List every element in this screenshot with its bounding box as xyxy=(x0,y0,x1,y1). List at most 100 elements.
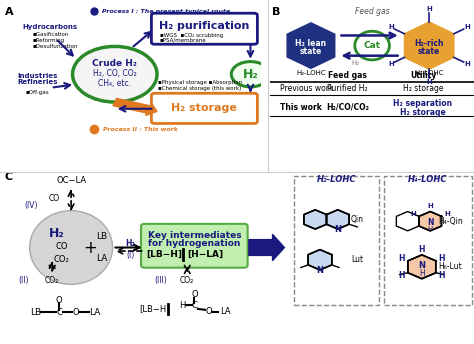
Text: H₂ storage: H₂ storage xyxy=(403,84,443,93)
Text: H: H xyxy=(464,61,470,67)
Text: C: C xyxy=(191,301,197,310)
Text: state: state xyxy=(300,47,322,56)
Circle shape xyxy=(73,46,157,102)
Text: H₂, CO, CO₂: H₂, CO, CO₂ xyxy=(93,69,137,78)
Text: LB: LB xyxy=(30,308,41,317)
Text: O: O xyxy=(73,308,79,317)
Text: H: H xyxy=(426,79,432,85)
Text: H₂ separation: H₂ separation xyxy=(393,99,453,108)
Text: [LB−H]: [LB−H] xyxy=(147,250,182,259)
Text: LA: LA xyxy=(89,308,100,317)
Text: (III): (III) xyxy=(155,276,167,285)
Text: H: H xyxy=(399,271,405,280)
Text: CH₄, etc.: CH₄, etc. xyxy=(98,79,131,88)
Text: H: H xyxy=(445,211,451,217)
Text: H₆-Lut: H₆-Lut xyxy=(438,262,462,271)
Text: [H−LA]: [H−LA] xyxy=(187,250,223,259)
Text: state: state xyxy=(418,47,440,56)
Text: H₂: H₂ xyxy=(126,239,135,248)
Text: [LB−H]: [LB−H] xyxy=(139,304,169,313)
Text: H: H xyxy=(439,271,445,280)
Text: O: O xyxy=(56,295,63,305)
Text: Process II : This work: Process II : This work xyxy=(103,127,178,131)
FancyBboxPatch shape xyxy=(141,224,247,268)
Text: N: N xyxy=(334,225,341,235)
Circle shape xyxy=(231,62,270,87)
Text: (II): (II) xyxy=(18,276,29,285)
Text: H: H xyxy=(464,24,470,31)
Text: H₂: H₂ xyxy=(243,68,258,81)
FancyArrow shape xyxy=(249,234,284,261)
Polygon shape xyxy=(408,255,436,279)
Text: LB: LB xyxy=(96,233,108,241)
Text: H₂ lean: H₂ lean xyxy=(295,39,327,47)
Text: H₂: H₂ xyxy=(49,227,65,240)
Text: Key intermediates: Key intermediates xyxy=(147,231,241,240)
Text: H₂ storage: H₂ storage xyxy=(172,103,237,112)
Text: CO₂: CO₂ xyxy=(45,276,59,285)
Text: H₄-LOHC: H₄-LOHC xyxy=(414,69,444,76)
FancyBboxPatch shape xyxy=(151,13,257,44)
Text: Cat: Cat xyxy=(364,41,381,50)
Text: Purified H₂: Purified H₂ xyxy=(328,84,368,93)
Polygon shape xyxy=(304,210,327,229)
Text: H₂-LOHC: H₂-LOHC xyxy=(317,175,356,184)
Text: Feed gas: Feed gas xyxy=(355,7,390,17)
Text: H₄-LOHC: H₄-LOHC xyxy=(408,175,447,184)
Text: H₂-LOHC: H₂-LOHC xyxy=(296,69,326,76)
Text: B: B xyxy=(272,7,281,17)
Text: O: O xyxy=(191,290,198,299)
Text: O: O xyxy=(205,307,212,316)
Text: CO₂: CO₂ xyxy=(180,276,194,285)
Text: +: + xyxy=(83,238,97,257)
Text: ▪Gasification: ▪Gasification xyxy=(33,32,69,37)
Text: H: H xyxy=(399,254,405,263)
Text: Hydrocarbons: Hydrocarbons xyxy=(23,24,78,30)
Text: Process I : The present typical route: Process I : The present typical route xyxy=(102,9,230,13)
Text: LA: LA xyxy=(220,307,230,316)
Text: H: H xyxy=(388,61,394,67)
Text: H: H xyxy=(439,254,445,263)
Text: H: H xyxy=(419,269,425,278)
Text: OC−LA: OC−LA xyxy=(56,176,86,185)
Text: CO: CO xyxy=(55,242,68,251)
Text: H₂ storage: H₂ storage xyxy=(400,108,446,117)
FancyArrow shape xyxy=(113,98,157,116)
Text: N: N xyxy=(427,217,433,227)
Text: Qin: Qin xyxy=(351,215,364,224)
Text: Utility: Utility xyxy=(410,71,436,79)
Text: Crude H₂: Crude H₂ xyxy=(92,59,137,68)
Text: Lut: Lut xyxy=(351,255,363,264)
Text: H: H xyxy=(410,211,416,217)
Text: Industries: Industries xyxy=(18,73,58,79)
Text: C: C xyxy=(56,308,62,317)
Text: H: H xyxy=(388,24,394,31)
Ellipse shape xyxy=(29,211,113,284)
FancyBboxPatch shape xyxy=(384,175,472,305)
Text: ▪WGS  ▪CO₂ scrubbing: ▪WGS ▪CO₂ scrubbing xyxy=(160,33,223,38)
Text: Refineries: Refineries xyxy=(18,79,58,85)
Text: LA: LA xyxy=(96,254,108,262)
Text: N: N xyxy=(317,266,323,275)
Text: C: C xyxy=(5,172,13,182)
Text: N: N xyxy=(419,260,425,270)
Text: H₂-rich: H₂-rich xyxy=(414,39,444,47)
FancyBboxPatch shape xyxy=(294,175,379,305)
Text: (IV): (IV) xyxy=(24,201,37,210)
Text: H₂/CO/CO₂: H₂/CO/CO₂ xyxy=(326,103,369,111)
Text: CO₂: CO₂ xyxy=(54,255,70,264)
Text: ▪Off-gas: ▪Off-gas xyxy=(25,90,49,96)
Polygon shape xyxy=(327,210,349,229)
Text: H₂: H₂ xyxy=(352,60,360,66)
FancyBboxPatch shape xyxy=(151,93,257,123)
Text: ▪Chemical storage (this work): ▪Chemical storage (this work) xyxy=(158,86,242,91)
Text: CO: CO xyxy=(49,194,60,203)
Text: Feed gas: Feed gas xyxy=(328,71,367,79)
Circle shape xyxy=(355,31,390,60)
Text: Previous work: Previous work xyxy=(280,84,334,93)
Polygon shape xyxy=(419,212,441,231)
Text: This work: This work xyxy=(280,103,322,111)
Text: H: H xyxy=(428,203,433,209)
Text: for hydrogenation: for hydrogenation xyxy=(148,239,240,248)
Text: H: H xyxy=(419,245,425,254)
